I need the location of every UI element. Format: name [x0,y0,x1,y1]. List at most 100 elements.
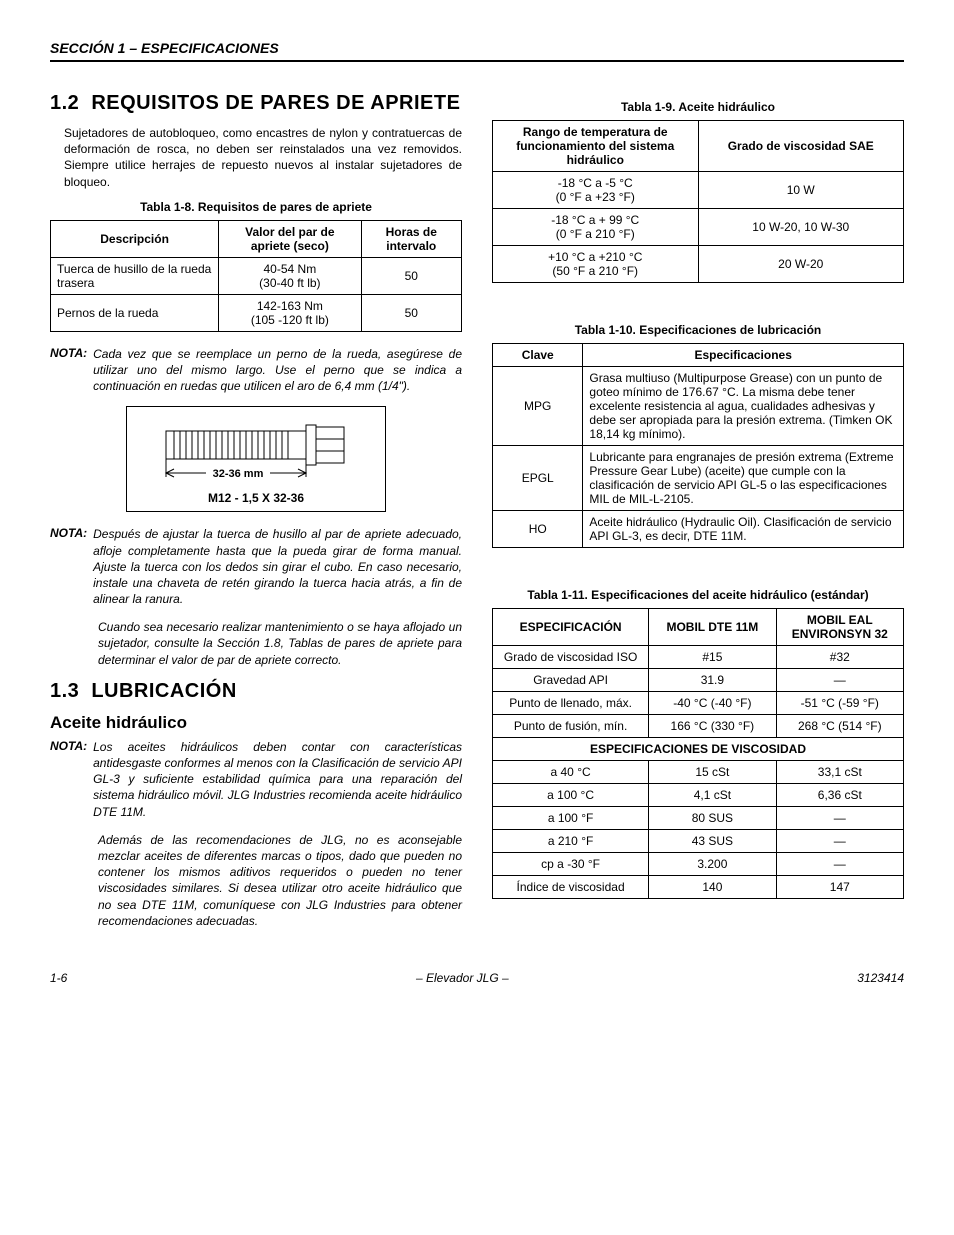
left-column: 1.2 REQUISITOS DE PARES DE APRIETE Sujeta… [50,92,462,941]
cell: 3.200 [649,853,776,876]
cell: Índice de viscosidad [493,876,649,899]
table-row: a 100 °C 4,1 cSt 6,36 cSt [493,784,904,807]
section-1-2-intro: Sujetadores de autobloqueo, como encastr… [64,125,462,190]
nota-label: NOTA: [50,739,87,820]
table-row: -18 °C a -5 °C(0 °F a +23 °F) 10 W [493,172,904,209]
svg-text:32-36 mm: 32-36 mm [213,468,264,480]
table-1-10: Clave Especificaciones MPG Grasa multius… [492,343,904,548]
cell: cp a -30 °F [493,853,649,876]
table-row: HO Aceite hidráulico (Hydraulic Oil). Cl… [493,511,904,548]
cell: a 210 °F [493,830,649,853]
section-1-3-heading: 1.3LUBRICACIÓN [50,680,462,703]
cell: -18 °C a + 99 °C(0 °F a 210 °F) [493,209,699,246]
cell: 43 SUS [649,830,776,853]
cell: ESPECIFICACIONES DE VISCOSIDAD [493,738,904,761]
cell: a 100 °C [493,784,649,807]
nota-label: NOTA: [50,346,87,395]
table-row: a 210 °F 43 SUS — [493,830,904,853]
cell: #32 [776,646,903,669]
cell: 50 [361,257,461,294]
cell: HO [493,511,583,548]
table-1-9-title: Tabla 1-9. Aceite hidráulico [492,100,904,114]
table-row: MPG Grasa multiuso (Multipurpose Grease)… [493,367,904,446]
t18-h3: Horas de intervalo [361,220,461,257]
t19-h1: Rango de temperatura de funcionamiento d… [493,121,699,172]
cell: 20 W-20 [698,246,904,283]
t111-h3: MOBIL EAL ENVIRONSYN 32 [776,609,903,646]
cell: 31.9 [649,669,776,692]
cell: +10 °C a +210 °C(50 °F a 210 °F) [493,246,699,283]
bolt-spec: M12 - 1,5 X 32-36 [137,491,375,505]
page-header: SECCIÓN 1 – ESPECIFICACIONES [50,40,904,62]
right-column: Tabla 1-9. Aceite hidráulico Rango de te… [492,92,904,941]
footer-left: 1-6 [50,971,67,985]
table-row: a 40 °C 15 cSt 33,1 cSt [493,761,904,784]
table-1-11-title: Tabla 1-11. Especificaciones del aceite … [492,588,904,602]
cell: 140 [649,876,776,899]
table-row: cp a -30 °F 3.200 — [493,853,904,876]
t111-h1: ESPECIFICACIÓN [493,609,649,646]
section-num: 1.2 [50,92,79,114]
t19-h2: Grado de viscosidad SAE [698,121,904,172]
cell: Tuerca de husillo de la rueda trasera [51,257,219,294]
cell: Pernos de la rueda [51,294,219,331]
t110-h2: Especificaciones [583,344,904,367]
cell: 6,36 cSt [776,784,903,807]
nota-2: NOTA: Después de ajustar la tuerca de hu… [50,526,462,607]
nota-1: NOTA: Cada vez que se reemplace un perno… [50,346,462,395]
cell: a 40 °C [493,761,649,784]
bolt-figure: 32-36 mm M12 - 1,5 X 32-36 [126,406,386,512]
nota-text: Los aceites hidráulicos deben contar con… [93,739,462,820]
content-columns: 1.2 REQUISITOS DE PARES DE APRIETE Sujeta… [50,92,904,941]
cell: Grasa multiuso (Multipurpose Grease) con… [583,367,904,446]
cell: 142-163 Nm(105 -120 ft lb) [219,294,361,331]
cell: -40 °C (-40 °F) [649,692,776,715]
cell: a 100 °F [493,807,649,830]
cell: MPG [493,367,583,446]
footer-right: 3123414 [857,971,904,985]
table-row: Pernos de la rueda 142-163 Nm(105 -120 f… [51,294,462,331]
cell: 80 SUS [649,807,776,830]
cell: — [776,830,903,853]
cell: Gravedad API [493,669,649,692]
cell: 50 [361,294,461,331]
cell: -51 °C (-59 °F) [776,692,903,715]
table-row: a 100 °F 80 SUS — [493,807,904,830]
table-1-11: ESPECIFICACIÓN MOBIL DTE 11M MOBIL EAL E… [492,608,904,899]
cell: 166 °C (330 °F) [649,715,776,738]
nota-2b: Cuando sea necesario realizar mantenimie… [98,619,462,668]
cell: — [776,853,903,876]
section-1-2-heading: 1.2 REQUISITOS DE PARES DE APRIETE [50,92,462,115]
cell: EPGL [493,446,583,511]
cell: 268 °C (514 °F) [776,715,903,738]
page-footer: 1-6 – Elevador JLG – 3123414 [50,971,904,985]
table-1-8: Descripción Valor del par de apriete (se… [50,220,462,332]
nota-3b: Además de las recomendaciones de JLG, no… [98,832,462,929]
cell: — [776,807,903,830]
cell: Grado de viscosidad ISO [493,646,649,669]
t110-h1: Clave [493,344,583,367]
section-title: REQUISITOS DE PARES DE APRIETE [91,92,460,114]
nota-text: Después de ajustar la tuerca de husillo … [93,526,462,607]
t111-h2: MOBIL DTE 11M [649,609,776,646]
table-row: Tuerca de husillo de la rueda trasera 40… [51,257,462,294]
table-row: -18 °C a + 99 °C(0 °F a 210 °F) 10 W-20,… [493,209,904,246]
cell: — [776,669,903,692]
cell: Aceite hidráulico (Hydraulic Oil). Clasi… [583,511,904,548]
nota-text: Cada vez que se reemplace un perno de la… [93,346,462,395]
cell: 33,1 cSt [776,761,903,784]
cell: Punto de llenado, máx. [493,692,649,715]
cell: #15 [649,646,776,669]
table-row: EPGL Lubricante para engranajes de presi… [493,446,904,511]
cell: 10 W [698,172,904,209]
table-1-8-title: Tabla 1-8. Requisitos de pares de apriet… [50,200,462,214]
table-1-10-title: Tabla 1-10. Especificaciones de lubricac… [492,323,904,337]
nota-3: NOTA: Los aceites hidráulicos deben cont… [50,739,462,820]
cell: 4,1 cSt [649,784,776,807]
subheading-aceite: Aceite hidráulico [50,713,462,733]
table-row: +10 °C a +210 °C(50 °F a 210 °F) 20 W-20 [493,246,904,283]
table-row: Punto de fusión, mín. 166 °C (330 °F) 26… [493,715,904,738]
cell: 40-54 Nm(30-40 ft lb) [219,257,361,294]
section-num: 1.3 [50,680,79,702]
cell: 15 cSt [649,761,776,784]
